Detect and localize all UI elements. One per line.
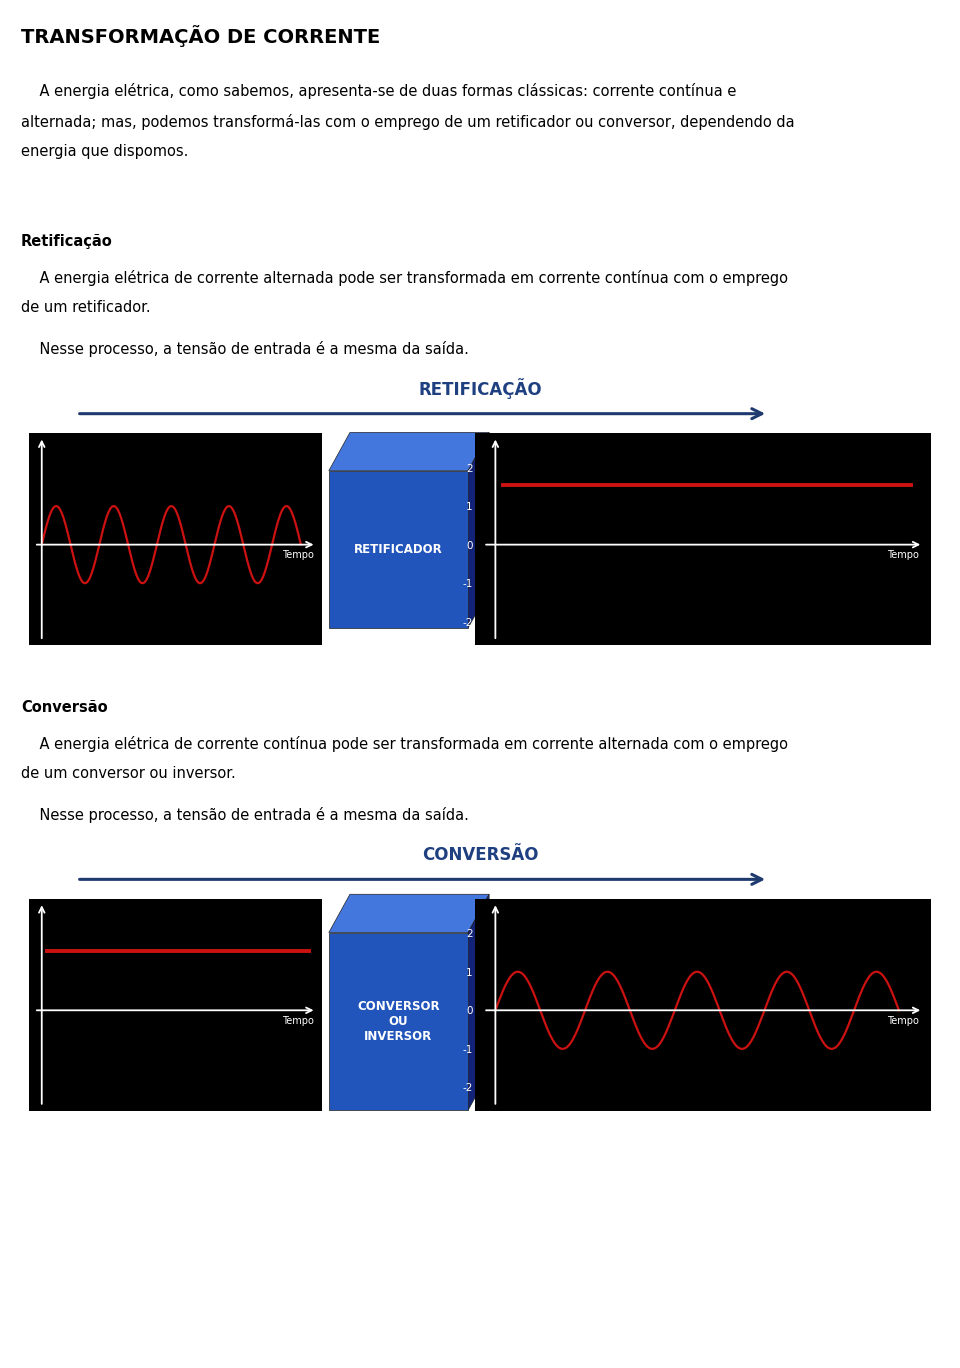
Text: Volts: Volts: [39, 424, 62, 435]
Text: TRANSFORMAÇÃO DE CORRENTE: TRANSFORMAÇÃO DE CORRENTE: [21, 25, 380, 47]
Polygon shape: [468, 895, 489, 1111]
Text: Tempo: Tempo: [282, 550, 314, 561]
Polygon shape: [328, 471, 468, 628]
Polygon shape: [328, 933, 468, 1111]
Text: Volts: Volts: [492, 424, 515, 435]
Text: RETIFICAÇÃO: RETIFICAÇÃO: [419, 378, 541, 398]
Text: Tempo: Tempo: [887, 1016, 919, 1026]
Text: A energia elétrica de corrente alternada pode ser transformada em corrente contí: A energia elétrica de corrente alternada…: [21, 269, 788, 286]
Text: Conversão: Conversão: [21, 699, 108, 714]
Text: energia que dispomos.: energia que dispomos.: [21, 144, 188, 159]
Text: A energia elétrica de corrente contínua pode ser transformada em corrente altern: A energia elétrica de corrente contínua …: [21, 736, 788, 751]
Text: de um conversor ou inversor.: de um conversor ou inversor.: [21, 766, 236, 781]
Polygon shape: [328, 432, 489, 471]
Text: RETIFICADOR: RETIFICADOR: [354, 543, 443, 555]
Text: Tempo: Tempo: [887, 550, 919, 561]
Text: Tempo: Tempo: [282, 1016, 314, 1026]
Text: CONVERSOR
OU
INVERSOR: CONVERSOR OU INVERSOR: [357, 1000, 440, 1042]
Text: Nesse processo, a tensão de entrada é a mesma da saída.: Nesse processo, a tensão de entrada é a …: [21, 807, 469, 822]
Text: Volts: Volts: [492, 891, 515, 900]
Text: de um retificador.: de um retificador.: [21, 300, 151, 315]
Text: Retificação: Retificação: [21, 234, 113, 249]
Text: Volts: Volts: [39, 891, 62, 900]
Polygon shape: [328, 895, 489, 933]
Text: CONVERSÃO: CONVERSÃO: [421, 847, 539, 865]
Polygon shape: [468, 432, 489, 628]
Text: alternada; mas, podemos transformá-las com o emprego de um retificador ou conver: alternada; mas, podemos transformá-las c…: [21, 114, 795, 130]
Text: A energia elétrica, como sabemos, apresenta-se de duas formas clássicas: corrent: A energia elétrica, como sabemos, aprese…: [21, 83, 736, 100]
Text: Nesse processo, a tensão de entrada é a mesma da saída.: Nesse processo, a tensão de entrada é a …: [21, 341, 469, 357]
